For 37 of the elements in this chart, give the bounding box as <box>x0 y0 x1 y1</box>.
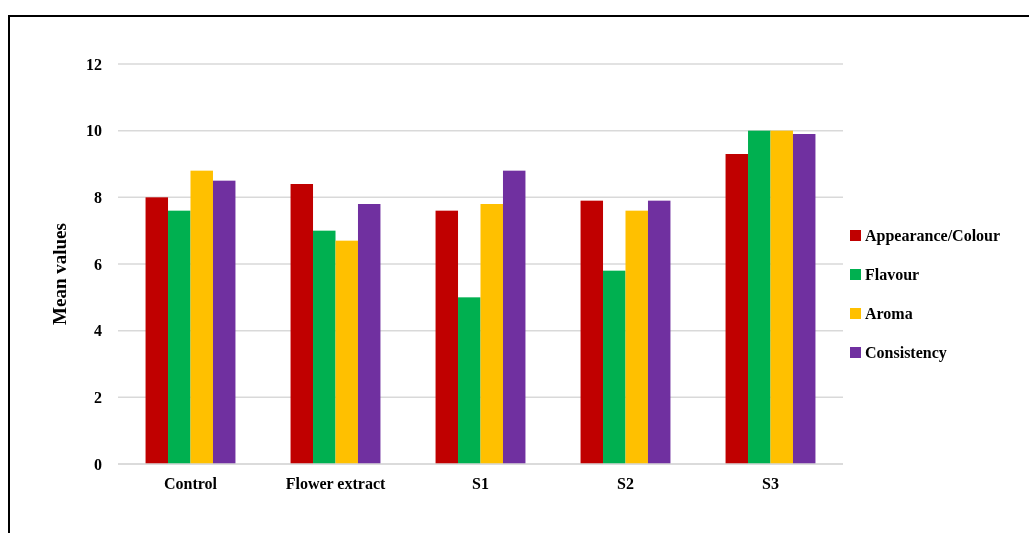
bar <box>748 130 771 464</box>
bar <box>212 180 236 464</box>
x-tick-label: S3 <box>762 475 779 493</box>
bar <box>313 230 336 464</box>
bar <box>502 170 526 464</box>
y-axis-title: Mean values <box>49 223 70 325</box>
legend-label: Aroma <box>865 305 913 322</box>
y-tick-label: 6 <box>94 255 102 273</box>
y-tick-label: 8 <box>94 188 102 206</box>
bar <box>603 270 626 464</box>
x-tick-label: S1 <box>472 475 489 493</box>
bar <box>625 210 648 464</box>
bar <box>725 154 749 464</box>
bar <box>458 297 481 464</box>
x-tick-label: Flower extract <box>285 475 386 493</box>
bar <box>145 197 169 464</box>
bar <box>580 200 604 464</box>
bar <box>190 170 213 464</box>
legend-label: Flavour <box>865 266 920 283</box>
y-tick-label: 2 <box>94 388 102 406</box>
bar <box>290 184 314 464</box>
legend-label: Consistency <box>865 344 947 362</box>
y-tick-label: 12 <box>86 55 102 73</box>
bar <box>647 200 671 464</box>
x-tick-label: S2 <box>617 475 634 493</box>
legend-label: Appearance/Colour <box>865 227 1001 245</box>
y-tick-label: 4 <box>94 322 102 340</box>
bar <box>168 210 191 464</box>
bar <box>335 240 358 464</box>
bar <box>770 130 793 464</box>
bar <box>792 134 816 464</box>
bar <box>435 210 459 464</box>
y-tick-label: 0 <box>94 455 102 473</box>
y-tick-label: 10 <box>86 122 102 140</box>
x-tick-label: Control <box>163 475 218 493</box>
bar <box>480 204 503 464</box>
bar <box>357 204 381 464</box>
